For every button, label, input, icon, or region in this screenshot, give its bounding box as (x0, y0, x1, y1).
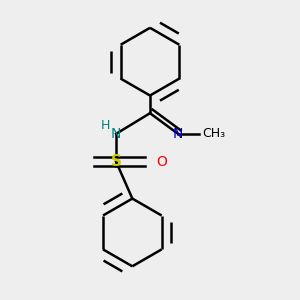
Text: N: N (173, 127, 183, 141)
Text: H: H (100, 119, 110, 132)
Text: O: O (157, 155, 167, 169)
Text: S: S (111, 154, 122, 169)
Text: N: N (111, 127, 121, 141)
Text: CH₃: CH₃ (202, 127, 225, 140)
